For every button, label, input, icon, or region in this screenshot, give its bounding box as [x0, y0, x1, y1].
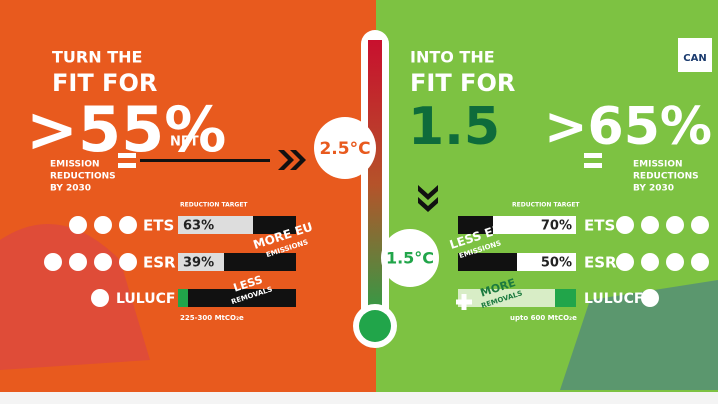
equals: [584, 153, 602, 158]
heading: INTO THE: [410, 48, 495, 67]
caption: REDUCTIONS: [633, 172, 699, 182]
row-label: LULUCF: [584, 291, 643, 307]
low-temp: 1.5°C: [386, 249, 434, 268]
row-label: LULUCF: [116, 291, 175, 307]
qualifier: NET: [170, 135, 199, 150]
caption: REDUCTIONS: [50, 172, 116, 182]
bar-header: REDUCTION TARGET: [512, 202, 580, 209]
caption: EMISSION: [50, 160, 100, 170]
infographic: TURN THE FIT FOR >55% NET EMISSION REDUC…: [0, 0, 718, 404]
row-value: 50%: [541, 256, 572, 271]
target: >65%: [544, 97, 712, 157]
bottom-strip: [0, 392, 718, 404]
row-value: 39%: [183, 256, 214, 271]
footnote: upto 600 MtCO₂e: [510, 314, 577, 322]
equals: [118, 153, 136, 158]
caption: BY 2030: [50, 184, 91, 194]
row-label: ESR: [143, 254, 176, 272]
logo: CAN: [683, 53, 706, 64]
title: FIT FOR: [410, 69, 515, 97]
footnote: 225-300 MtCO₂e: [180, 314, 244, 322]
caption: EMISSION: [633, 160, 683, 170]
thermometer-bulb: [359, 310, 391, 342]
caption: BY 2030: [633, 184, 674, 194]
row-value: 70%: [541, 219, 572, 234]
bar-header: REDUCTION TARGET: [180, 202, 248, 209]
bar-fill: [178, 289, 188, 307]
equals: [118, 163, 136, 168]
heading: TURN THE: [52, 48, 142, 67]
row-value: 63%: [183, 219, 214, 234]
high-temp: 2.5°C: [319, 139, 370, 159]
bar-fill: [555, 289, 576, 307]
row-label: ESR: [584, 254, 617, 272]
equals: [584, 163, 602, 168]
row-label: ETS: [584, 217, 615, 235]
arrow-line: [140, 159, 270, 162]
thermometer-fill: [368, 40, 382, 330]
subtitle: 1.5: [408, 97, 500, 157]
row-label: ETS: [143, 217, 174, 235]
